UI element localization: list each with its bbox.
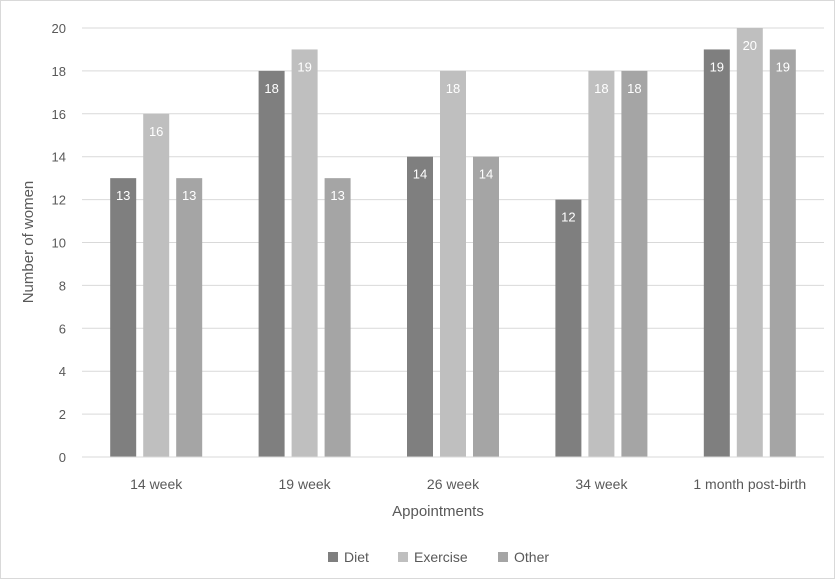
bar-diet — [407, 156, 433, 457]
legend-label-other: Other — [514, 549, 549, 565]
bar-other — [176, 178, 203, 457]
data-label: 18 — [264, 81, 278, 96]
y-tick-label: 6 — [59, 321, 66, 336]
data-label: 13 — [182, 188, 196, 203]
data-label: 12 — [561, 210, 575, 225]
data-label: 14 — [413, 167, 427, 182]
bar-diet — [555, 199, 582, 457]
bar-diet — [703, 49, 730, 457]
bar-exercise — [736, 28, 763, 457]
bar-other — [621, 70, 648, 458]
legend-swatch-exercise — [398, 552, 408, 562]
y-tick-label: 2 — [59, 407, 66, 422]
y-tick-label: 4 — [59, 364, 66, 379]
data-label: 19 — [710, 59, 724, 74]
legend-label-diet: Diet — [344, 549, 369, 565]
y-tick-label: 16 — [52, 107, 66, 122]
data-label: 19 — [776, 59, 790, 74]
x-tick-label: 26 week — [427, 476, 480, 492]
legend-swatch-diet — [328, 552, 338, 562]
x-tick-label: 19 week — [279, 476, 332, 492]
x-axis-category-labels: 14 week 19 week 26 week 34 week 1 month post… — [130, 476, 806, 492]
y-axis-ticks: 0 2 4 6 8 10 12 14 16 18 20 — [52, 21, 66, 465]
data-label: 19 — [297, 59, 311, 74]
bar-exercise — [143, 113, 170, 458]
data-label: 16 — [149, 124, 163, 139]
y-tick-label: 0 — [59, 450, 66, 465]
data-label: 18 — [594, 81, 608, 96]
data-label: 13 — [330, 188, 344, 203]
y-tick-label: 18 — [52, 64, 66, 79]
y-tick-label: 20 — [52, 21, 66, 36]
data-label: 18 — [446, 81, 460, 96]
x-axis-title: Appointments — [392, 503, 484, 520]
bar-other — [769, 49, 796, 457]
data-label: 20 — [743, 38, 757, 53]
bar-other — [324, 178, 351, 457]
y-tick-label: 14 — [52, 150, 66, 165]
x-tick-label: 34 week — [575, 476, 628, 492]
bar-diet — [258, 70, 285, 458]
y-tick-label: 12 — [52, 193, 66, 208]
legend-swatch-other — [498, 552, 508, 562]
bar-diet — [110, 178, 137, 457]
y-axis-title: Number of women — [20, 181, 37, 304]
bars — [110, 28, 796, 458]
y-tick-label: 10 — [52, 236, 66, 251]
data-label: 14 — [479, 167, 493, 182]
data-label: 13 — [116, 188, 130, 203]
bar-exercise — [588, 70, 615, 458]
legend: Diet Exercise Other — [328, 549, 549, 565]
legend-label-exercise: Exercise — [414, 549, 468, 565]
x-tick-label: 1 month post-birth — [693, 476, 806, 492]
bar-exercise — [291, 49, 318, 457]
bar-labels: 13 16 13 18 19 13 14 18 14 12 18 18 19 20 19 — [116, 38, 790, 225]
data-label: 18 — [627, 81, 641, 96]
y-tick-label: 8 — [59, 278, 66, 293]
x-tick-label: 14 week — [130, 476, 183, 492]
bar-other — [473, 156, 499, 457]
bar-exercise — [440, 70, 466, 458]
